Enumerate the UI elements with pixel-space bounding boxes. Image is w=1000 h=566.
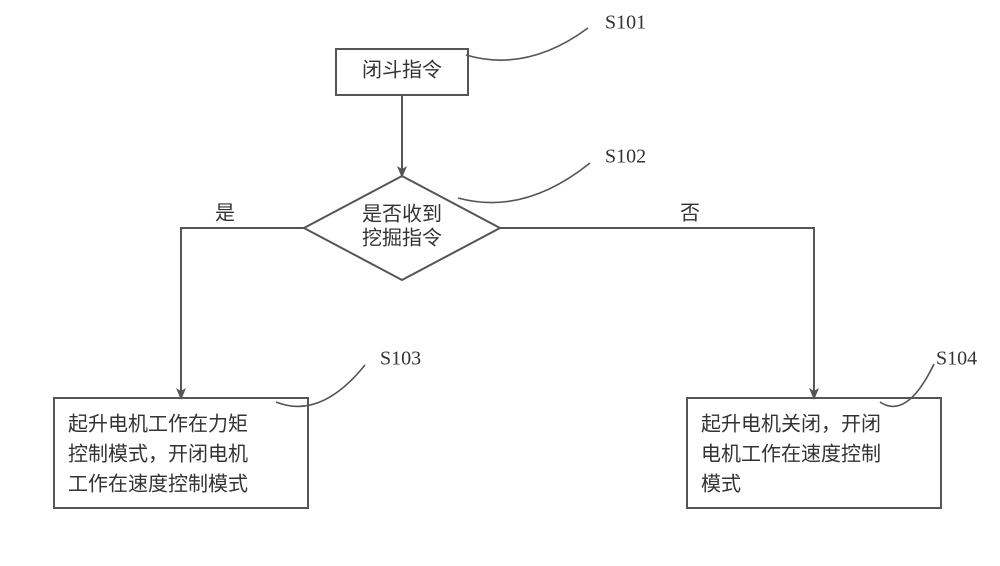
svg-text:闭斗指令: 闭斗指令	[362, 59, 442, 82]
edges-layer: 是否	[181, 95, 814, 398]
step-label-s101: S101	[466, 12, 646, 61]
leader-line	[880, 364, 934, 406]
edge-2: 否	[500, 203, 814, 398]
node-text-line: 控制模式，开闭电机	[68, 443, 248, 466]
node-text-line: 模式	[701, 473, 741, 496]
step-label-text: S103	[380, 348, 421, 370]
edge-label: 否	[680, 203, 700, 225]
node-text-line: 电机工作在速度控制	[701, 443, 881, 466]
flowchart-canvas: 是否 闭斗指令是否收到挖掘指令起升电机工作在力矩控制模式，开闭电机工作在速度控制…	[0, 0, 1000, 566]
leader-line	[466, 28, 588, 60]
step-label-text: S101	[605, 12, 646, 34]
node-text-line: 起升电机工作在力矩	[68, 413, 248, 436]
node-n4: 起升电机关闭，开闭电机工作在速度控制模式	[687, 398, 941, 508]
edge-1: 是	[181, 203, 304, 398]
edge-label: 是	[215, 203, 235, 225]
step-label-text: S104	[936, 348, 977, 370]
leader-line	[276, 365, 365, 406]
node-n3: 起升电机工作在力矩控制模式，开闭电机工作在速度控制模式	[54, 398, 308, 508]
leader-line	[458, 163, 590, 203]
svg-text:是否收到: 是否收到	[362, 203, 442, 226]
edge-path	[500, 228, 814, 398]
step-label-text: S102	[605, 146, 646, 168]
svg-text:挖掘指令: 挖掘指令	[362, 227, 442, 250]
node-text-line: 工作在速度控制模式	[68, 473, 248, 496]
step-label-s102: S102	[458, 146, 646, 203]
node-text-line: 起升电机关闭，开闭	[701, 413, 881, 436]
node-n1: 闭斗指令	[336, 49, 468, 95]
node-n2: 是否收到挖掘指令	[304, 176, 500, 280]
edge-path	[181, 228, 304, 398]
nodes-layer: 闭斗指令是否收到挖掘指令起升电机工作在力矩控制模式，开闭电机工作在速度控制模式起…	[54, 49, 941, 508]
